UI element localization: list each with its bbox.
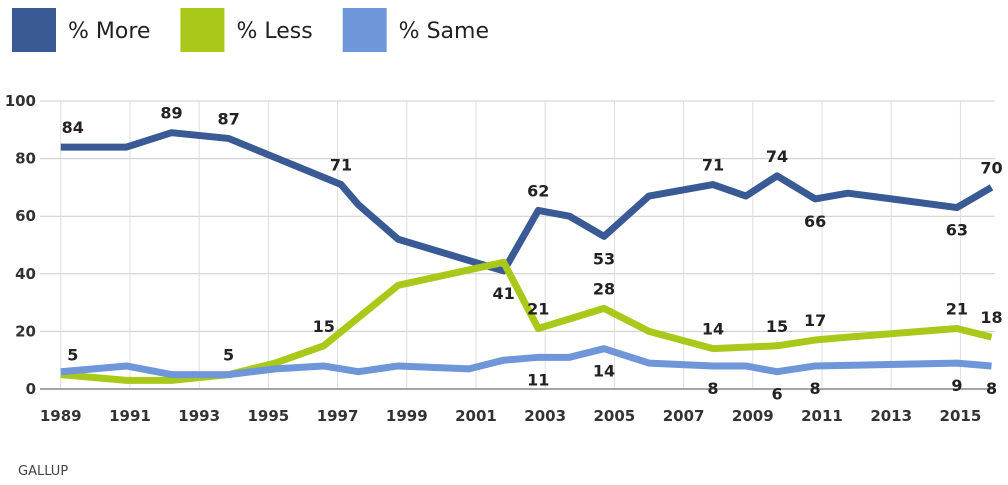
data-label: 14 — [702, 320, 724, 339]
data-label: 14 — [593, 362, 615, 381]
legend-swatch — [180, 8, 225, 52]
data-label: 8 — [986, 379, 997, 398]
series-line — [60, 129, 994, 275]
data-label: 74 — [766, 147, 788, 166]
x-tick-label: 2007 — [663, 407, 705, 425]
x-tick-label: 2011 — [801, 407, 843, 425]
data-label: 8 — [707, 379, 718, 398]
data-label: 8 — [810, 379, 821, 398]
x-tick-label: 1999 — [386, 407, 428, 425]
data-label: 21 — [527, 300, 549, 319]
data-label: 62 — [527, 181, 549, 200]
data-label: 11 — [527, 370, 549, 389]
data-label: 5 — [67, 346, 78, 365]
data-label: 9 — [951, 376, 962, 395]
data-label: 84 — [62, 118, 84, 137]
y-tick-label: 0 — [26, 380, 36, 398]
data-label: 18 — [980, 308, 1002, 327]
data-label: 21 — [946, 300, 968, 319]
data-label: 66 — [804, 212, 826, 231]
data-label: 41 — [493, 284, 515, 303]
data-label: 17 — [804, 311, 826, 330]
data-label: 63 — [946, 221, 968, 240]
data-label: 6 — [771, 385, 782, 404]
source: GALLUP — [18, 464, 68, 479]
x-tick-label: 1993 — [178, 407, 220, 425]
data-label: 15 — [766, 317, 788, 336]
data-label: 71 — [330, 156, 352, 175]
x-tick-label: 1995 — [247, 407, 289, 425]
data-label: 15 — [313, 317, 335, 336]
x-tick-label: 2003 — [524, 407, 566, 425]
data-label: 5 — [223, 346, 234, 365]
legend-label: % Less — [236, 19, 312, 44]
legend-label: % More — [68, 19, 150, 44]
series-line — [60, 345, 992, 379]
x-tick-label: 1989 — [40, 407, 82, 425]
y-tick-label: 60 — [15, 207, 36, 225]
data-label: 71 — [702, 156, 724, 175]
data-label: 28 — [593, 279, 615, 298]
x-tick-label: 2001 — [455, 407, 497, 425]
data-label: 70 — [980, 158, 1002, 177]
x-tick-label: 1997 — [317, 407, 359, 425]
y-tick-label: 100 — [5, 92, 36, 110]
x-tick-label: 2005 — [594, 407, 636, 425]
legend-swatch — [342, 8, 387, 52]
data-label: 89 — [160, 104, 182, 123]
y-tick-label: 80 — [15, 150, 36, 168]
x-tick-label: 2015 — [940, 407, 982, 425]
data-label: 87 — [217, 109, 239, 128]
data-label: 53 — [593, 249, 615, 268]
x-tick-label: 2013 — [870, 407, 912, 425]
y-tick-label: 20 — [15, 322, 36, 340]
legend-label: % Same — [399, 19, 489, 44]
x-tick-label: 1991 — [109, 407, 151, 425]
x-tick-label: 2009 — [732, 407, 774, 425]
legend-swatch — [12, 8, 56, 52]
y-tick-label: 40 — [15, 265, 36, 283]
